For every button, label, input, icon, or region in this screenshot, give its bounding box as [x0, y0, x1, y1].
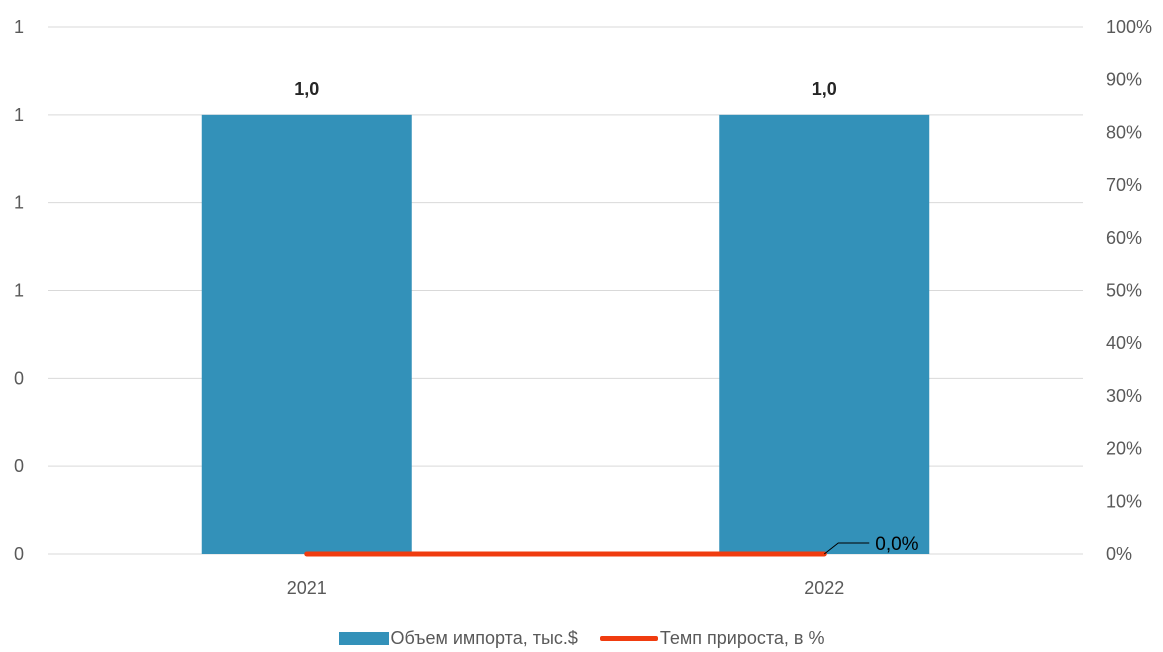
- right-tick-label: 30%: [1106, 386, 1142, 406]
- left-tick-label: 0: [14, 368, 24, 388]
- legend-swatch-line: [599, 636, 658, 641]
- bar-data-label: 1,0: [812, 79, 837, 99]
- line-series: 0,0%: [304, 534, 919, 557]
- left-tick-label: 1: [14, 281, 24, 301]
- line-data-label: 0,0%: [875, 534, 918, 555]
- right-axis: 0% 10% 20% 30% 40% 50% 60% 70% 80% 90% 100%: [1106, 17, 1152, 564]
- left-tick-label: 1: [14, 105, 24, 125]
- right-tick-label: 80%: [1106, 122, 1142, 142]
- left-tick-label: 0: [14, 456, 24, 476]
- right-tick-label: 70%: [1106, 175, 1142, 195]
- x-tick-label: 2022: [804, 578, 844, 598]
- right-tick-label: 0%: [1106, 544, 1132, 564]
- left-tick-label: 1: [14, 17, 24, 37]
- legend: Объем импорта, тыс.$ Темп прироста, в %: [0, 628, 1163, 649]
- right-tick-label: 10%: [1106, 491, 1142, 511]
- left-axis: 0 0 0 1 1 1 1: [14, 17, 24, 564]
- bar: [201, 114, 412, 554]
- legend-label-line: Темп прироста, в %: [659, 628, 825, 648]
- right-tick-label: 60%: [1106, 228, 1142, 248]
- right-tick-label: 100%: [1106, 17, 1152, 37]
- right-tick-label: 20%: [1106, 439, 1142, 459]
- legend-swatch-bar: [338, 632, 389, 645]
- left-tick-label: 0: [14, 544, 24, 564]
- right-tick-label: 50%: [1106, 281, 1142, 301]
- bar: [719, 114, 930, 554]
- left-tick-label: 1: [14, 193, 24, 213]
- x-tick-label: 2021: [287, 578, 327, 598]
- right-tick-label: 90%: [1106, 70, 1142, 90]
- bar-series: 1,0 1,0: [201, 79, 930, 554]
- bar-data-label: 1,0: [294, 79, 319, 99]
- x-axis: 2021 2022: [287, 578, 845, 598]
- legend-item-line: Темп прироста, в %: [599, 628, 825, 649]
- line-label-leader: [823, 542, 870, 555]
- right-tick-label: 40%: [1106, 333, 1142, 353]
- legend-item-bar: Объем импорта, тыс.$: [338, 628, 578, 649]
- legend-label-bar: Объем импорта, тыс.$: [390, 628, 578, 648]
